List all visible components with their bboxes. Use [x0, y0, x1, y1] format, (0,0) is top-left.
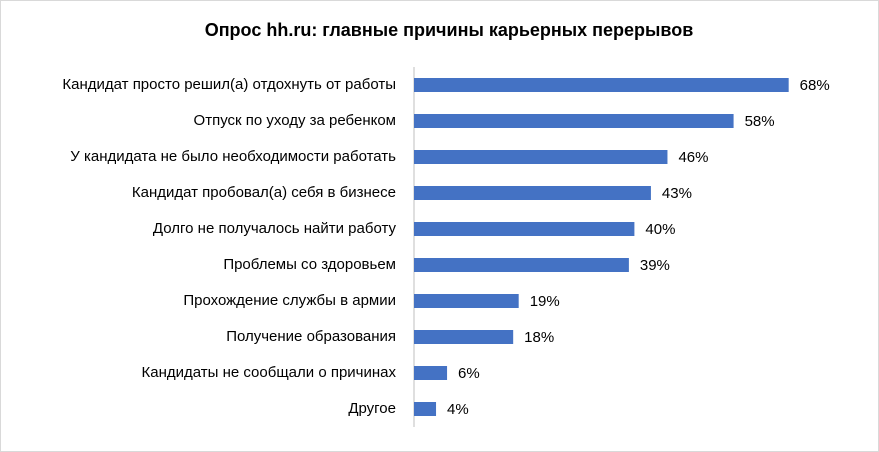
value-label: 4%: [447, 401, 469, 418]
value-label: 46%: [678, 149, 708, 166]
value-label: 68%: [800, 77, 830, 94]
category-label: Кандидаты не сообщали о причинах: [142, 364, 397, 381]
category-label: Получение образования: [226, 328, 396, 345]
bar: [414, 294, 519, 308]
bar: [414, 150, 668, 164]
category-label: Отпуск по уходу за ребенком: [194, 112, 396, 129]
category-label: Кандидат пробовал(а) себя в бизнесе: [132, 184, 396, 201]
bar: [414, 222, 635, 236]
value-label: 19%: [530, 293, 560, 310]
bar: [414, 78, 789, 92]
category-label: Проблемы со здоровьем: [223, 256, 396, 273]
value-label: 18%: [524, 329, 554, 346]
category-label: Прохождение службы в армии: [183, 292, 396, 309]
category-label: Другое: [348, 400, 396, 417]
bar: [414, 330, 514, 344]
bar: [414, 114, 734, 128]
value-label: 40%: [645, 221, 675, 238]
value-label: 58%: [745, 113, 775, 130]
chart-title: Опрос hh.ru: главные причины карьерных п…: [205, 20, 694, 40]
category-label: У кандидата не было необходимости работа…: [70, 148, 396, 165]
bar: [414, 186, 651, 200]
value-label: 39%: [640, 257, 670, 274]
category-label: Кандидат просто решил(а) отдохнуть от ра…: [62, 76, 396, 93]
value-label: 6%: [458, 365, 480, 382]
value-label: 43%: [662, 185, 692, 202]
bar: [414, 366, 448, 380]
bar: [414, 258, 629, 272]
bar: [414, 402, 437, 416]
category-label: Долго не получалось найти работу: [153, 220, 397, 237]
